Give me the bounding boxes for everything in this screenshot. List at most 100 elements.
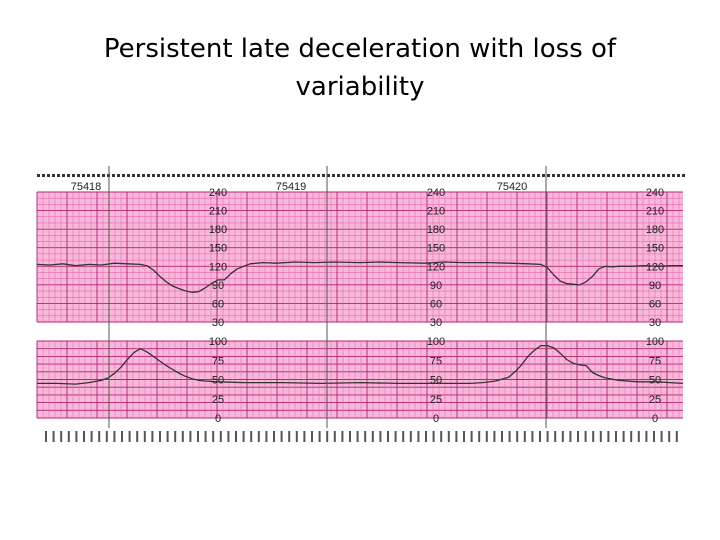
timing-mark (577, 431, 579, 442)
timing-mark (265, 431, 268, 442)
timing-mark (204, 431, 207, 442)
timing-mark (447, 431, 450, 442)
top-dot (482, 174, 485, 177)
top-dot (387, 174, 390, 177)
timing-mark (364, 431, 367, 442)
top-dot (257, 174, 260, 177)
top-dot (42, 174, 45, 177)
top-dot (507, 174, 510, 177)
timing-mark (341, 431, 344, 442)
top-dot (82, 174, 85, 177)
top-dot (177, 174, 180, 177)
top-dot (667, 174, 670, 177)
top-dot (672, 174, 675, 177)
timing-mark (288, 431, 291, 442)
top-dot (337, 174, 340, 177)
top-dot (307, 174, 310, 177)
timing-mark (159, 431, 161, 442)
top-dot (182, 174, 185, 177)
top-dot (202, 174, 205, 177)
top-dot (627, 174, 630, 177)
chart-decorations (37, 166, 685, 442)
timing-mark (478, 431, 481, 442)
fhr-tick-label: 150 (427, 243, 445, 255)
top-dot (497, 174, 500, 177)
top-dot (652, 174, 655, 177)
page-number-label: 75419 (276, 181, 307, 193)
ua-tick-label: 100 (209, 336, 227, 348)
top-dot (677, 174, 680, 177)
timing-mark (326, 431, 329, 442)
top-dot (412, 174, 415, 177)
top-dot (587, 174, 590, 177)
top-dot (662, 174, 665, 177)
timing-mark (592, 431, 595, 442)
top-dot (92, 174, 95, 177)
timing-mark (455, 431, 458, 442)
fhr-tick-label: 210 (209, 206, 227, 218)
fhr-trace-line (36, 261, 683, 293)
timing-mark (432, 431, 435, 442)
top-dot (137, 174, 140, 177)
top-dot (102, 174, 105, 177)
top-dot (437, 174, 440, 177)
top-dot (392, 174, 395, 177)
fhr-tick-label: 60 (649, 298, 661, 310)
top-dot (127, 174, 130, 177)
top-dot (267, 174, 270, 177)
top-dot (632, 174, 635, 177)
slide-title: Persistent late deceleration with loss o… (0, 30, 720, 106)
fhr-tick-label: 30 (212, 317, 224, 329)
title-line-2: variability (295, 72, 425, 102)
timing-mark (90, 431, 93, 442)
top-dot (372, 174, 375, 177)
timing-mark (637, 431, 640, 442)
timing-mark (622, 431, 625, 442)
timing-mark (417, 431, 420, 442)
timing-mark (174, 431, 177, 442)
ua-tick-label: 25 (212, 394, 224, 406)
timing-mark (242, 431, 245, 442)
top-dot (147, 174, 150, 177)
top-dot (217, 174, 220, 177)
fhr-tick-label: 150 (209, 243, 227, 255)
timing-mark (675, 431, 678, 442)
timing-mark (273, 431, 275, 442)
top-dot (232, 174, 235, 177)
fhr-tick-label: 90 (430, 280, 442, 292)
timing-mark (280, 431, 283, 442)
timing-mark (349, 431, 351, 442)
timing-mark (151, 431, 154, 442)
timing-mark (181, 431, 184, 442)
top-dot (522, 174, 525, 177)
timing-mark (227, 431, 230, 442)
fhr-tick-label: 90 (649, 280, 661, 292)
top-dot (612, 174, 615, 177)
top-dot (397, 174, 400, 177)
top-dot (477, 174, 480, 177)
timing-mark (52, 431, 55, 442)
top-dot (332, 174, 335, 177)
top-dot (67, 174, 70, 177)
top-dot (297, 174, 300, 177)
top-dot (572, 174, 575, 177)
top-dot (622, 174, 625, 177)
top-dot (657, 174, 660, 177)
timing-mark (128, 431, 131, 442)
timing-mark (554, 431, 557, 442)
top-dot (342, 174, 345, 177)
timing-mark (539, 431, 541, 442)
timing-mark (311, 431, 313, 442)
top-dot (402, 174, 405, 177)
timing-mark (508, 431, 511, 442)
top-dot (197, 174, 200, 177)
timing-mark (189, 431, 192, 442)
fhr-tick-label: 60 (212, 298, 224, 310)
top-dot (227, 174, 230, 177)
timing-mark (105, 431, 108, 442)
ua-tick-label: 75 (649, 355, 661, 367)
top-dot (422, 174, 425, 177)
timing-mark (136, 431, 139, 442)
top-dot (167, 174, 170, 177)
timing-mark (67, 431, 70, 442)
